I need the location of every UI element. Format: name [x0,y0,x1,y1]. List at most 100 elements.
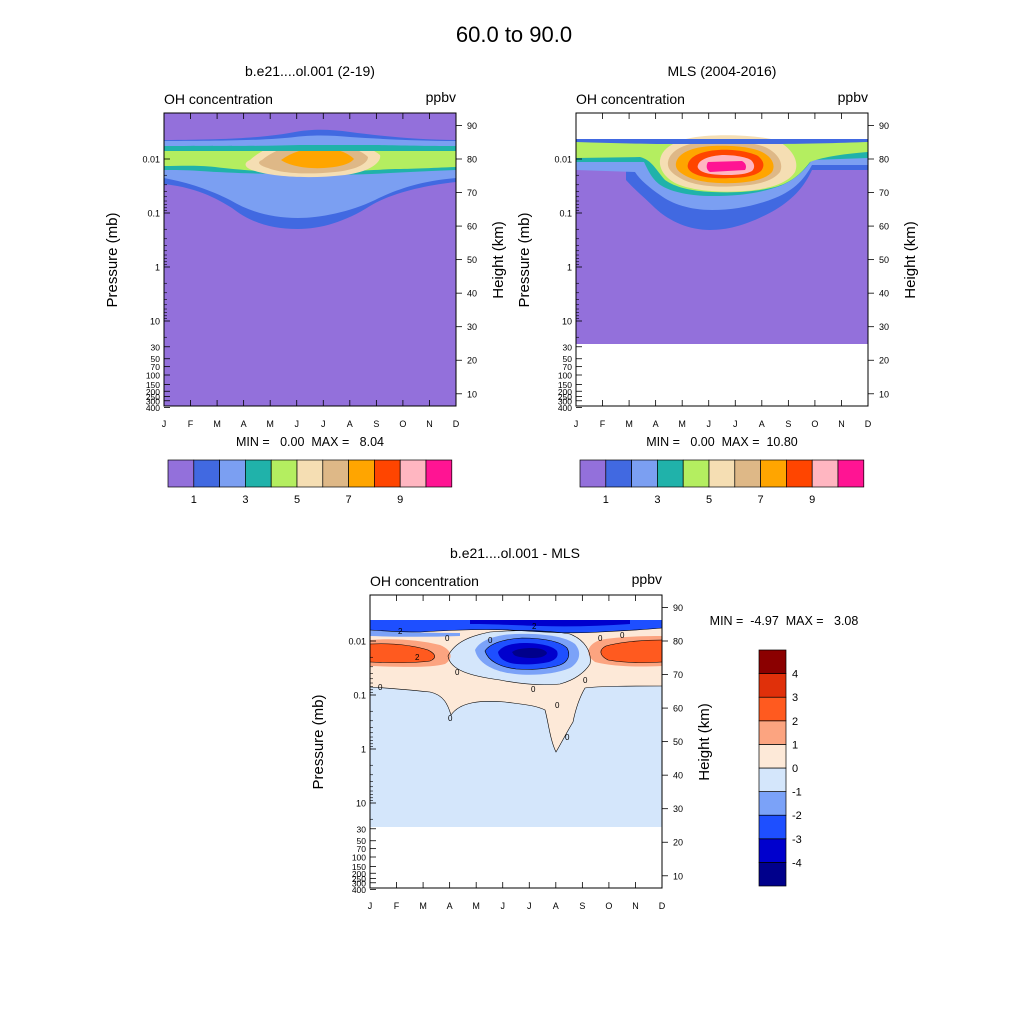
contour-label: 0 [565,733,570,742]
colorbar-box [245,459,272,488]
y-tick-label: 100 [558,371,572,381]
panel-diff-units: ppbv [632,571,662,587]
y-right-tick-label: 40 [673,771,683,781]
y-tick-label: 0.01 [142,155,160,165]
y-tick-label: 400 [558,403,572,413]
colorbar-label: 2 [792,716,798,728]
colorbar-box [296,459,324,488]
y-tick-label: 200 [352,869,366,879]
y-right-tick-label: 30 [467,322,477,332]
y-right-tick-label: 30 [879,322,889,332]
y-tick-label: 50 [563,354,573,364]
contour-label: 0 [455,668,460,677]
y-right-tick-label: 40 [467,289,477,299]
y-right-tick-label: 10 [879,389,889,399]
y-tick-label: 50 [357,836,367,846]
y-right-tick-label: 60 [673,704,683,714]
x-tick-label: J [706,419,711,429]
y-tick-label: 300 [352,878,366,888]
colorbar-label: 7 [346,494,352,506]
x-tick-label: J [368,901,373,911]
y-right-tick-label: 20 [879,356,889,366]
diff-left-orange [370,643,435,663]
contour-label: 0 [378,683,383,692]
y-tick-label: 10 [150,317,160,327]
y-tick-label: 0.1 [147,209,160,219]
contour-label: 0 [598,634,603,643]
y-tick-label: 250 [352,874,366,884]
x-tick-label: D [865,419,872,429]
y-tick-label: 400 [352,885,366,895]
x-tick-label: A [759,419,765,429]
colorbar-label: 1 [603,494,609,506]
x-tick-label: A [241,419,247,429]
panel-model-title: b.e21....ol.001 (2-19) [245,63,375,79]
colorbar-label: 1 [792,739,798,751]
model-top-teal [164,145,456,151]
panel-diff-ylabel: Pressure (mb) [310,694,327,789]
diff-contour-labels: 2 0 2 2 0 0 0 0 0 0 0 0 0 0 [378,622,625,742]
y-tick-label: 50 [151,354,161,364]
x-tick-label: O [605,901,612,911]
y-tick-label: 30 [151,342,161,352]
y-right-tick-label: 50 [879,255,889,265]
panel-mls-ylabel-right: Height (km) [902,221,919,299]
colorbar-box [758,862,787,887]
x-tick-label: S [785,419,791,429]
panel-mls-units: ppbv [838,89,868,105]
x-tick-label: J [500,901,505,911]
x-tick-label: F [394,901,400,911]
diff-contour-zero-upper [369,685,663,753]
y-tick-label: 1 [361,745,366,755]
y-tick-label: 10 [562,317,572,327]
diff-right-orange [600,640,662,663]
panel-mls-right-axis: 90 80 70 60 50 40 30 20 10 [868,121,889,399]
y-right-tick-label: 40 [879,289,889,299]
y-tick-label: 400 [146,403,160,413]
colorbar-box [837,459,865,488]
colorbar-box [758,744,787,769]
colorbar-box [758,791,787,816]
x-tick-label: F [600,419,606,429]
y-right-tick-label: 70 [879,188,889,198]
panel-model-colorbar: 1 3 5 7 9 [167,459,453,506]
diff-contour-neg-ring [484,637,570,670]
y-tick-label: 300 [146,396,160,406]
contour-label: 0 [448,714,453,723]
panel-mls-title: MLS (2004-2016) [668,63,777,79]
model-top-blue-bump [164,129,456,141]
panel-model-right-axis: 90 80 70 60 50 40 30 20 10 [456,121,477,399]
y-tick-label: 0.01 [348,637,366,647]
panel-model-ylabel-right: Height (km) [490,221,507,299]
colorbar-box [758,767,787,792]
y-tick-label: 0.01 [554,155,572,165]
model-top-lightblue [164,135,456,146]
y-tick-label: 100 [146,371,160,381]
colorbar-box [682,459,710,488]
panel-diff-right-axis: 90 80 70 60 50 40 30 20 10 [662,603,683,881]
colorbar-box [193,459,220,488]
y-tick-label: 0.1 [353,691,366,701]
panel-mls-variable-label: OH concentration [576,91,685,107]
y-right-tick-label: 50 [673,737,683,747]
x-tick-label: M [213,419,221,429]
x-tick-label: J [162,419,167,429]
panel-diff: b.e21....ol.001 - MLS OH concentration p… [310,545,858,911]
contour-label: 0 [488,636,493,645]
colorbar-box [758,649,787,674]
colorbar-box [374,459,401,488]
colorbar-box [322,459,349,488]
y-tick-label: 250 [146,392,160,402]
panel-diff-variable-label: OH concentration [370,573,479,589]
panel-diff-plot-area: 2 0 2 2 0 0 0 0 0 0 0 0 0 0 [369,594,663,889]
x-tick-label: J [527,901,532,911]
colorbar-box [708,459,736,488]
colorbar-box [734,459,761,488]
colorbar-label: 7 [758,494,764,506]
y-tick-label: 10 [356,799,366,809]
panel-diff-stats: MIN = -4.97 MAX = 3.08 [710,614,859,628]
y-tick-label: 1 [567,263,572,273]
colorbar-box [760,459,787,488]
